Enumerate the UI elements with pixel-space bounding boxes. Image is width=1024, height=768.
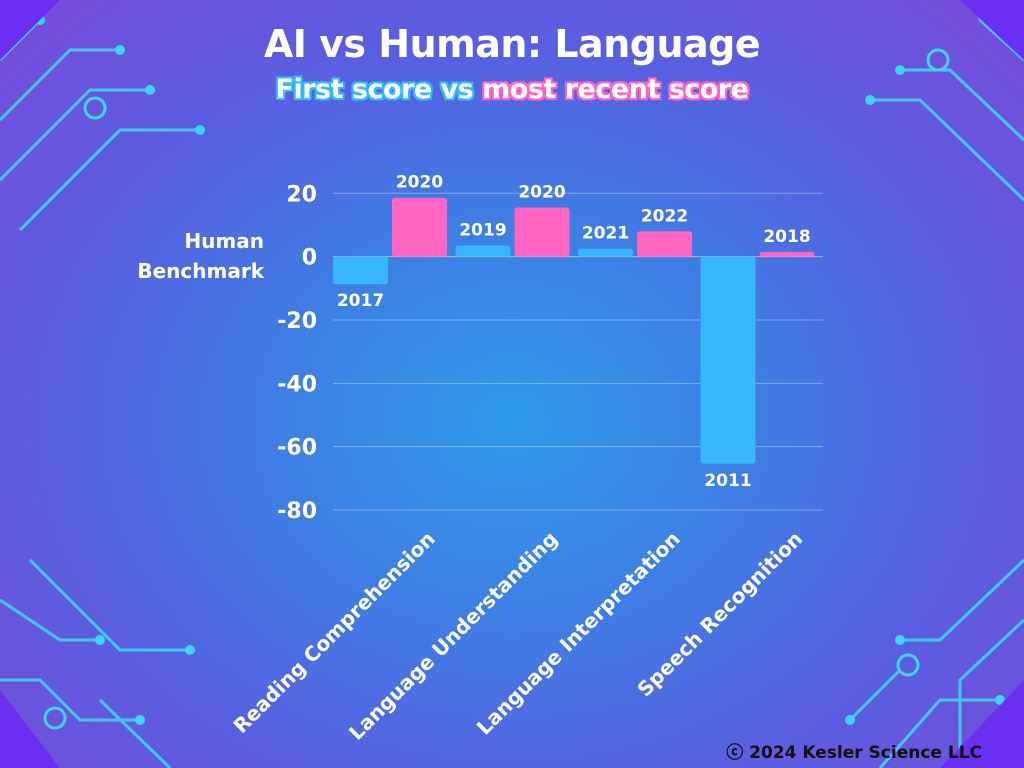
bar bbox=[637, 231, 692, 257]
bar bbox=[759, 251, 815, 257]
subtitle-first: First score vs bbox=[275, 74, 474, 105]
bar bbox=[700, 256, 756, 464]
chart-title: AI vs Human: Language bbox=[263, 22, 761, 66]
benchmark-line-2: Benchmark bbox=[137, 259, 264, 283]
bar bbox=[333, 256, 388, 285]
x-tick-label: Language Understanding bbox=[344, 527, 562, 745]
chart-subtitle: First score vs most recent score bbox=[0, 74, 1024, 105]
bar bbox=[455, 245, 511, 257]
bar-label: 2021 bbox=[582, 224, 629, 244]
bar-label: 2019 bbox=[459, 221, 506, 241]
y-tick-label: -60 bbox=[277, 436, 317, 461]
bar-label: 2020 bbox=[518, 183, 565, 203]
bar bbox=[392, 197, 447, 257]
y-tick-label: -20 bbox=[277, 309, 317, 334]
benchmark-line-1: Human bbox=[184, 229, 264, 253]
bar-label: 2022 bbox=[641, 206, 688, 226]
y-tick-label: -80 bbox=[277, 499, 317, 524]
subtitle-recent: most recent score bbox=[482, 74, 749, 105]
y-tick-label: 20 bbox=[286, 182, 317, 207]
copyright: ⓒ 2024 Kesler Science LLC bbox=[726, 743, 982, 763]
bar bbox=[514, 207, 570, 257]
bar bbox=[578, 248, 633, 257]
y-tick-label: 0 bbox=[302, 246, 317, 271]
bar-label: 2017 bbox=[337, 291, 384, 311]
x-tick-label: Language Interpretation bbox=[472, 527, 685, 740]
x-tick-label: Reading Comprehension bbox=[228, 527, 439, 738]
y-tick-label: -40 bbox=[277, 372, 317, 397]
bar-label: 2020 bbox=[396, 173, 443, 193]
bar-label: 2018 bbox=[763, 227, 810, 247]
bar-label: 2011 bbox=[704, 471, 751, 491]
human-benchmark-label: Human Benchmark bbox=[137, 226, 264, 286]
